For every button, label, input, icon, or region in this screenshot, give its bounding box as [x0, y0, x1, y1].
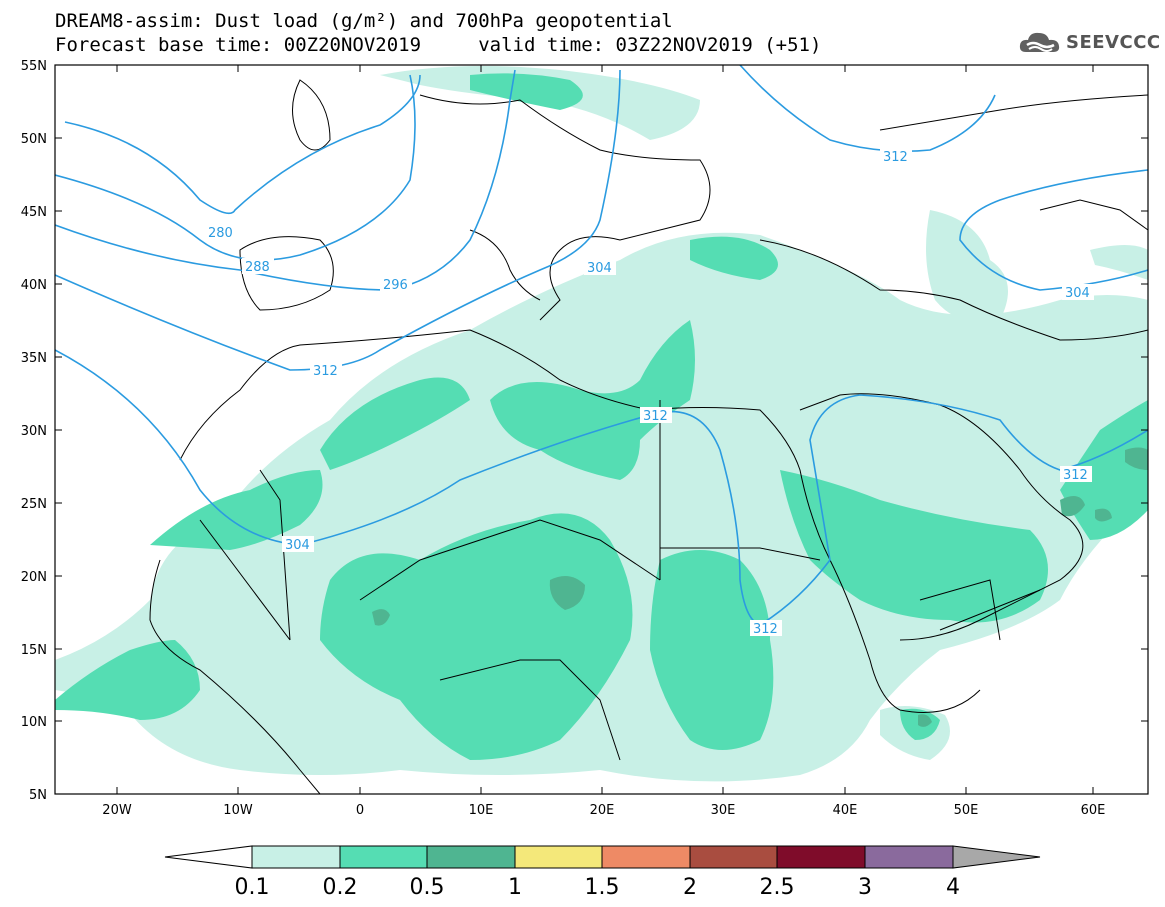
colorbar-high-arrow [952, 845, 1041, 869]
coastlines-borders [149, 79, 1148, 794]
lon-label: 50E [954, 803, 979, 818]
lon-label: 30E [711, 803, 736, 818]
contour-label: 312 [643, 409, 668, 424]
lat-label: 5N [29, 788, 47, 803]
lat-label: 10N [21, 715, 47, 730]
lat-label: 20N [21, 570, 47, 585]
latitude-axis [55, 64, 1148, 722]
lon-label: 20E [590, 803, 615, 818]
lon-label: 10E [469, 803, 494, 818]
map-title: DREAM8-assim: Dust load (g/m²) and 700hP… [55, 10, 673, 32]
contour-label: 304 [587, 261, 612, 276]
longitude-axis [116, 65, 1094, 794]
lat-label: 25N [21, 497, 47, 512]
lat-label: 30N [21, 424, 47, 439]
colorbar-swatch [339, 845, 428, 869]
contour-labels: 280 288 296 304 312 312 304 312 312 312 … [205, 148, 1094, 637]
lon-label: 60E [1081, 803, 1106, 818]
latitude-labels: 55N 50N 45N 40N 35N 30N 25N 20N 15N 10N … [21, 59, 47, 803]
lat-label: 45N [21, 205, 47, 220]
colorbar-label: 0.5 [410, 875, 445, 900]
lat-label: 35N [21, 351, 47, 366]
contour-label: 312 [313, 364, 338, 379]
lat-label: 55N [21, 59, 47, 74]
colorbar-swatch [776, 845, 866, 869]
contour-label: 288 [245, 260, 270, 275]
colorbar-label: 4 [946, 875, 960, 900]
colorbar-label: 1 [508, 875, 522, 900]
colorbar-low-arrow [164, 845, 253, 869]
colorbar-labels: 0.1 0.2 0.5 1 1.5 2 2.5 3 4 [235, 875, 961, 900]
colorbar-label: 0.2 [323, 875, 358, 900]
lon-label: 10W [223, 803, 253, 818]
colorbar-label: 1.5 [585, 875, 620, 900]
longitude-labels: 20W 10W 0 10E 20E 30E 40E 50E 60E [102, 803, 1105, 818]
colorbar-swatch [864, 845, 954, 869]
colorbar [164, 845, 1041, 869]
map-subtitle: Forecast base time: 00Z20NOV2019 valid t… [55, 34, 822, 56]
lat-label: 40N [21, 278, 47, 293]
colorbar-label: 2 [683, 875, 697, 900]
colorbar-swatch [689, 845, 778, 869]
lon-label: 0 [356, 803, 364, 818]
colorbar-swatch [251, 845, 341, 869]
colorbar-label: 3 [858, 875, 872, 900]
lat-label: 15N [21, 643, 47, 658]
contour-label: 304 [1065, 286, 1090, 301]
contour-label: 296 [383, 278, 408, 293]
contour-label: 312 [753, 622, 778, 637]
colorbar-swatch [426, 845, 516, 869]
contour-label: 280 [208, 226, 233, 241]
lon-label: 40E [833, 803, 858, 818]
contour-label: 312 [1063, 468, 1088, 483]
contour-label: 304 [285, 538, 310, 553]
colorbar-swatch [601, 845, 691, 869]
seevccc-logo: SEEVCCC [1018, 28, 1161, 56]
dust-field-high [372, 447, 1148, 727]
logo-text: SEEVCCC [1066, 31, 1161, 53]
cloud-logo-icon [1019, 32, 1060, 52]
colorbar-label: 2.5 [760, 875, 795, 900]
colorbar-swatch [514, 845, 603, 869]
contour-label: 312 [883, 150, 908, 165]
lon-label: 20W [102, 803, 132, 818]
colorbar-label: 0.1 [235, 875, 270, 900]
lat-label: 50N [21, 132, 47, 147]
